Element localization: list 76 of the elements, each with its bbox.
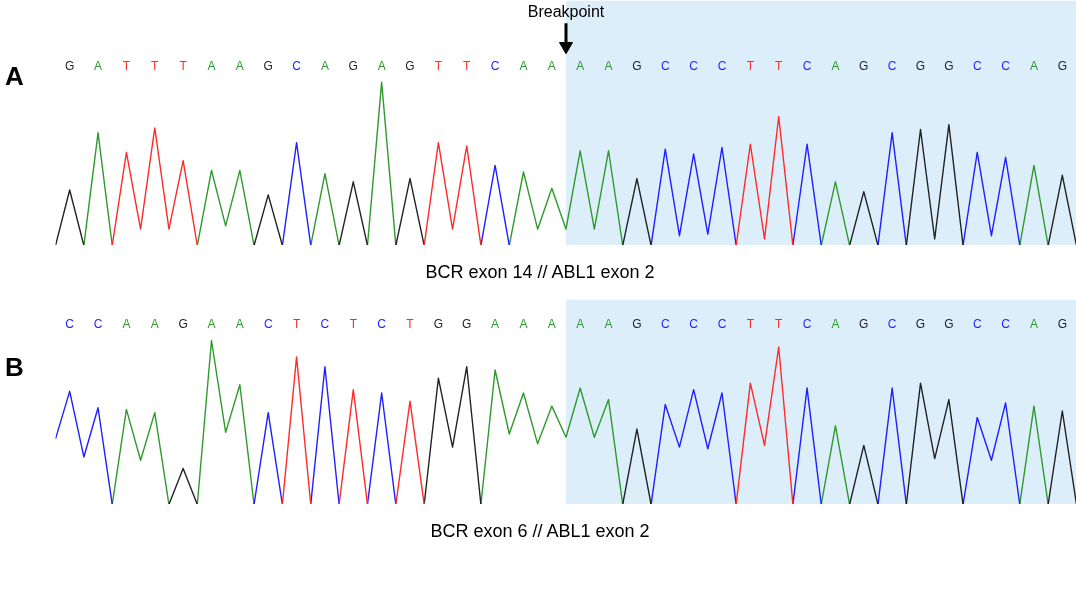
x-tick-label: C	[660, 58, 670, 73]
x-tick-label: C	[717, 317, 727, 332]
x-tick-label: G	[944, 317, 954, 332]
text: B	[5, 352, 24, 382]
x-tick-label: C	[689, 58, 699, 73]
x-tick-label: G	[915, 58, 926, 73]
x-tick-label: C	[887, 58, 897, 73]
x-tick-label: C	[802, 317, 812, 332]
x-tick-label: C	[802, 58, 812, 73]
x-tick-label: T	[775, 58, 784, 73]
x-tick-label: T	[122, 58, 131, 73]
x-tick-label: G	[348, 58, 358, 73]
text: Breakpoint	[527, 3, 605, 21]
x-tick-label: A	[235, 317, 244, 332]
x-tick-label: G	[944, 58, 954, 73]
x-tick-label: G	[632, 58, 642, 73]
x-tick-label: A	[576, 58, 585, 73]
x-tick-label: A	[377, 58, 386, 73]
x-tick-label: T	[434, 58, 443, 73]
x-tick-label: G	[632, 317, 642, 332]
x-tick-label: A	[1029, 58, 1038, 73]
x-tick-label: A	[235, 58, 244, 73]
x-tick-label: T	[775, 317, 784, 332]
x-tick-label: A	[1029, 317, 1038, 332]
x-tick-label: C	[972, 58, 982, 73]
x-tick-label: C	[320, 317, 330, 332]
x-tick-label: C	[1001, 317, 1011, 332]
x-tick-label: A	[519, 317, 528, 332]
text: BCR exon 14 // ABL1 exon 2	[425, 261, 655, 284]
x-tick-label: G	[859, 58, 869, 73]
x-tick-label: A	[150, 317, 159, 332]
x-tick-label: A	[207, 58, 216, 73]
x-tick-label: A	[576, 317, 585, 332]
x-tick-label: A	[604, 58, 613, 73]
x-tick-label: T	[292, 317, 301, 332]
x-tick-label: G	[1057, 58, 1067, 73]
x-tick-label: T	[406, 317, 415, 332]
x-tick-label: A	[604, 317, 613, 332]
x-tick-label: C	[689, 317, 699, 332]
x-tick-label: C	[660, 317, 670, 332]
x-tick-label: A	[831, 317, 840, 332]
x-tick-label: C	[887, 317, 897, 332]
x-tick-label: A	[122, 317, 131, 332]
x-tick-label: C	[717, 58, 727, 73]
x-tick-label: T	[179, 58, 188, 73]
x-tick-label: G	[65, 58, 75, 73]
x-tick-label: C	[263, 317, 273, 332]
x-tick-label: G	[915, 317, 926, 332]
x-tick-label: G	[178, 317, 188, 332]
x-tick-label: G	[859, 317, 869, 332]
x-tick-label: A	[547, 58, 556, 73]
x-tick-label: T	[349, 317, 358, 332]
x-tick-label: C	[292, 58, 302, 73]
x-tick-label: G	[405, 58, 415, 73]
x-tick-label: A	[519, 58, 528, 73]
x-tick-label: C	[377, 317, 387, 332]
x-tick-label: G	[1057, 317, 1067, 332]
x-tick-label: G	[433, 317, 444, 332]
x-tick-label: A	[207, 317, 216, 332]
x-tick-label: A	[320, 58, 329, 73]
x-tick-label: T	[151, 58, 160, 73]
x-tick-label: C	[972, 317, 982, 332]
x-tick-label: C	[65, 317, 75, 332]
x-tick-label: C	[1001, 58, 1011, 73]
x-tick-label: A	[491, 317, 500, 332]
x-tick-label: G	[263, 58, 273, 73]
x-tick-label: A	[547, 317, 556, 332]
x-tick-label: A	[831, 58, 840, 73]
x-tick-label: T	[746, 58, 755, 73]
x-tick-label: C	[490, 58, 500, 73]
x-tick-label: C	[93, 317, 103, 332]
x-tick-label: A	[94, 58, 103, 73]
x-tick-label: T	[746, 317, 755, 332]
x-tick-label: G	[462, 317, 472, 332]
x-tick-label: T	[463, 58, 472, 73]
text: BCR exon 6 // ABL1 exon 2	[430, 520, 650, 543]
